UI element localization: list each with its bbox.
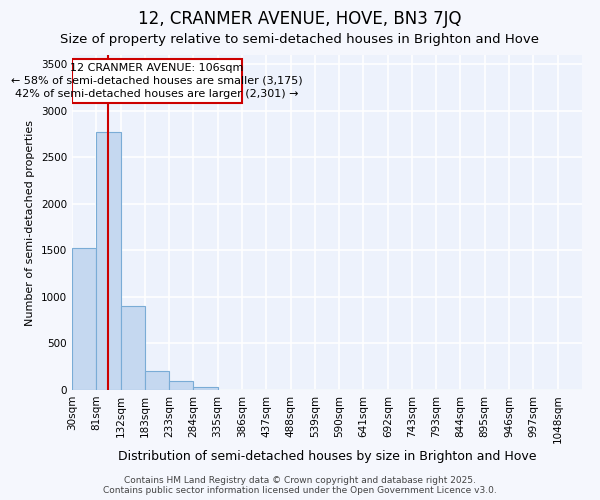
Bar xyxy=(97,132,121,390)
Text: 12, CRANMER AVENUE, HOVE, BN3 7JQ: 12, CRANMER AVENUE, HOVE, BN3 7JQ xyxy=(138,10,462,28)
Text: ← 58% of semi-detached houses are smaller (3,175): ← 58% of semi-detached houses are smalle… xyxy=(11,75,303,85)
Bar xyxy=(121,306,145,390)
Text: 12 CRANMER AVENUE: 106sqm: 12 CRANMER AVENUE: 106sqm xyxy=(70,62,244,72)
Bar xyxy=(145,371,169,390)
Bar xyxy=(72,248,97,390)
Bar xyxy=(193,387,218,390)
Bar xyxy=(169,381,193,390)
X-axis label: Distribution of semi-detached houses by size in Brighton and Hove: Distribution of semi-detached houses by … xyxy=(118,450,536,464)
Text: 42% of semi-detached houses are larger (2,301) →: 42% of semi-detached houses are larger (… xyxy=(15,88,299,99)
Y-axis label: Number of semi-detached properties: Number of semi-detached properties xyxy=(25,120,35,326)
Text: Contains HM Land Registry data © Crown copyright and database right 2025.
Contai: Contains HM Land Registry data © Crown c… xyxy=(103,476,497,495)
FancyBboxPatch shape xyxy=(72,58,242,104)
Text: Size of property relative to semi-detached houses in Brighton and Hove: Size of property relative to semi-detach… xyxy=(61,32,539,46)
